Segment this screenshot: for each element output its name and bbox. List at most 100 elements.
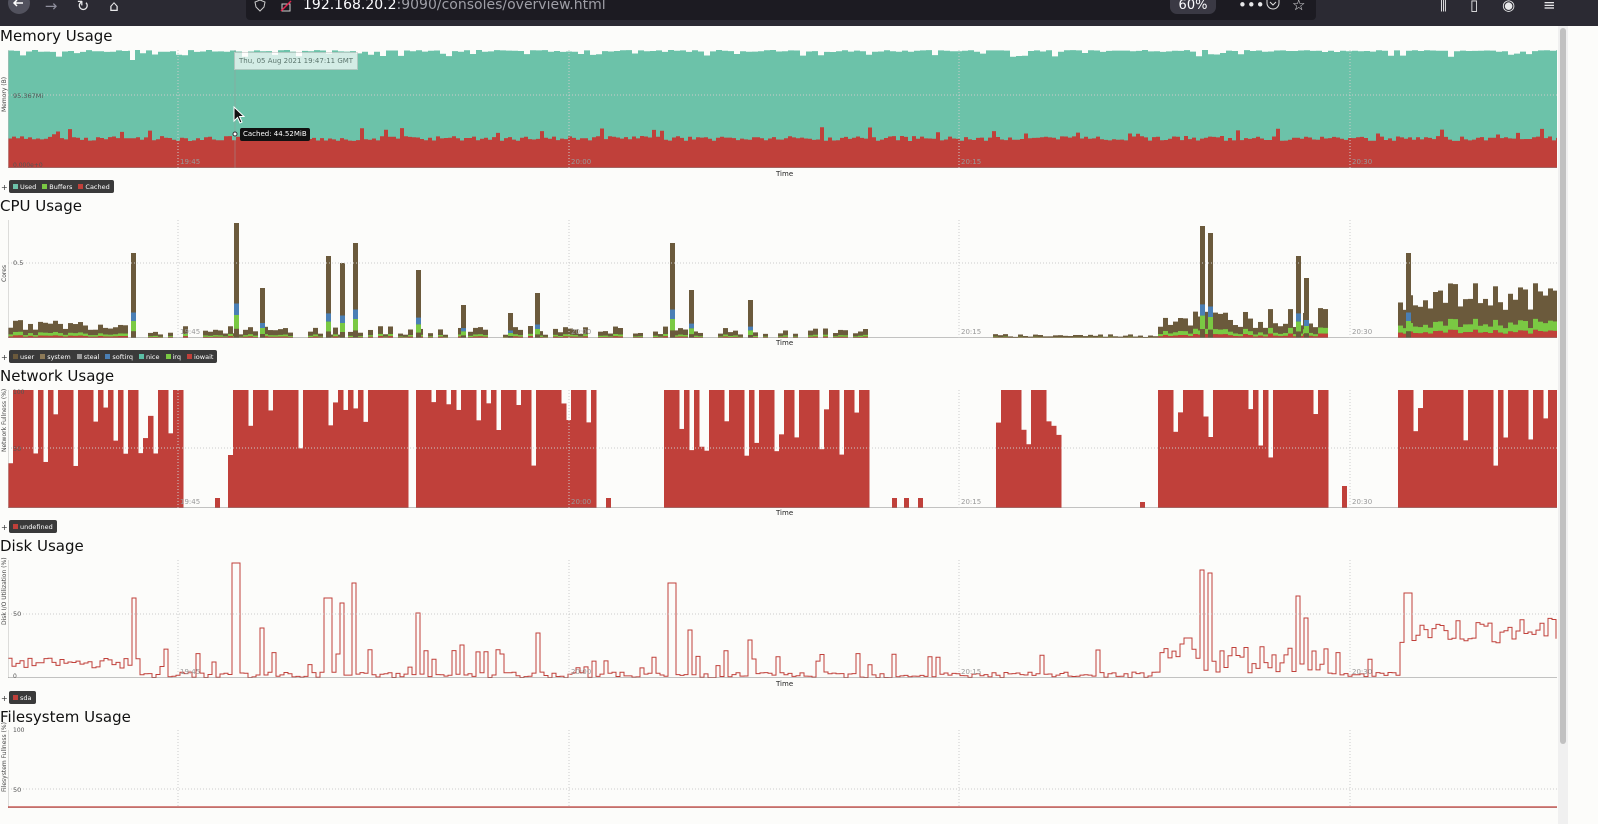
cpu-irq-bar xyxy=(1163,331,1168,335)
library-icon[interactable]: ⫼ xyxy=(1440,0,1447,12)
legend-item-iowait[interactable]: iowait xyxy=(187,353,213,361)
cpu-iowait-bar xyxy=(333,336,338,338)
network-bar xyxy=(1198,390,1204,508)
disk-chart[interactable]: 19:45 20:00 20:15 20:30 xyxy=(8,560,1557,678)
network-bar xyxy=(699,447,705,508)
filesystem-ytick-mid: 50 xyxy=(13,786,21,794)
account-icon[interactable]: ◉ xyxy=(1502,0,1515,12)
network-bar xyxy=(704,451,710,508)
memory-legend-toggle[interactable]: + xyxy=(1,183,8,192)
cpu-iowait-bar xyxy=(563,336,568,338)
memory-ytick-mid: 95.367Mi xyxy=(13,92,43,100)
network-bar xyxy=(313,390,319,508)
zoom-indicator[interactable]: 60% xyxy=(1170,0,1216,14)
network-bar xyxy=(258,390,264,508)
cpu-softirq-bar xyxy=(1304,320,1309,326)
network-bar xyxy=(333,402,339,508)
network-bar xyxy=(709,390,715,508)
cpu-irq-bar xyxy=(853,336,858,337)
cpu-iowait-bar xyxy=(1463,332,1468,338)
cpu-irq-bar xyxy=(398,336,403,337)
cpu-irq-bar xyxy=(318,336,323,337)
network-bar xyxy=(1313,414,1319,508)
network-bar xyxy=(243,390,249,508)
network-bar xyxy=(33,453,39,508)
network-bar xyxy=(1168,390,1174,508)
network-bar xyxy=(58,390,64,508)
filesystem-graph[interactable] xyxy=(8,730,1557,808)
legend-item-irq[interactable]: irq xyxy=(166,353,182,361)
cpu-irq-bar xyxy=(388,334,393,336)
legend-label: Used xyxy=(20,183,36,191)
legend-item-used[interactable]: Used xyxy=(13,183,36,191)
network-bar xyxy=(398,390,404,508)
network-bar xyxy=(764,390,770,508)
network-bar xyxy=(496,430,502,508)
shield-icon[interactable] xyxy=(254,0,266,14)
network-bar xyxy=(138,453,144,508)
filesystem-chart[interactable] xyxy=(8,730,1557,808)
cpu-irq-bar xyxy=(234,315,239,329)
cpu-irq-bar xyxy=(1213,329,1218,334)
hover-date-tooltip: Thu, 05 Aug 2021 19:47:11 GMT xyxy=(234,52,358,70)
legend-item-softirq[interactable]: softirq xyxy=(105,353,133,361)
network-bar xyxy=(1036,390,1042,508)
cpu-softirq-bar xyxy=(1200,304,1205,315)
cpu-irq-bar xyxy=(108,335,113,337)
network-bar xyxy=(73,466,79,508)
network-bar xyxy=(759,390,765,508)
x-tick-label: 20:00 xyxy=(571,328,591,336)
network-bar xyxy=(421,390,427,508)
cpu-legend-toggle[interactable]: + xyxy=(1,353,8,362)
legend-item-buffers[interactable]: Buffers xyxy=(42,183,72,191)
cpu-irq-bar xyxy=(340,323,345,332)
url-bar[interactable]: 192.168.20.2:9090/consoles/overview.html… xyxy=(246,0,1316,20)
cpu-irq-bar xyxy=(408,335,413,337)
cpu-irq-bar xyxy=(1263,334,1268,336)
disk-graph[interactable]: 19:45 20:00 20:15 20:30 xyxy=(8,560,1557,678)
network-bar xyxy=(253,390,259,508)
pocket-icon[interactable] xyxy=(1266,0,1280,12)
network-bar xyxy=(789,390,795,508)
legend-item-nice[interactable]: nice xyxy=(139,353,160,361)
legend-item-system[interactable]: system xyxy=(40,353,71,361)
network-bar xyxy=(1223,390,1229,508)
network-chart[interactable]: 19:45 20:00 20:15 20:30 xyxy=(8,390,1557,508)
legend-item-sda[interactable]: sda xyxy=(13,694,32,702)
legend-item-undefined[interactable]: undefined xyxy=(13,523,53,531)
scrollbar-thumb[interactable] xyxy=(1560,28,1566,744)
cpu-iowait-bar xyxy=(8,336,13,338)
cpu-irq-bar xyxy=(1463,324,1468,332)
disk-legend-toggle[interactable]: + xyxy=(1,694,8,703)
legend-item-cached[interactable]: Cached xyxy=(78,183,109,191)
insecure-lock-icon[interactable] xyxy=(280,0,292,14)
network-graph[interactable]: 19:45 20:00 20:15 20:30 xyxy=(8,390,1557,508)
star-icon[interactable]: ☆ xyxy=(1292,0,1305,12)
forward-icon[interactable]: → xyxy=(40,0,62,14)
home-icon[interactable]: ⌂ xyxy=(103,0,125,14)
url-path: :9090/consoles/overview.html xyxy=(397,0,606,13)
back-icon[interactable] xyxy=(8,0,30,14)
network-bar xyxy=(83,390,89,508)
network-bar xyxy=(441,390,447,508)
reload-icon[interactable]: ↻ xyxy=(72,0,94,14)
url-text[interactable]: 192.168.20.2:9090/consoles/overview.html xyxy=(303,0,606,13)
legend-item-steal[interactable]: steal xyxy=(77,353,100,361)
network-bar xyxy=(1538,390,1544,508)
menu-icon[interactable]: ≡ xyxy=(1543,0,1556,12)
network-bar xyxy=(293,390,299,508)
cpu-iowait-bar xyxy=(1493,330,1498,338)
network-bar xyxy=(1006,390,1012,508)
cpu-iowait-bar xyxy=(1313,336,1318,338)
more-icon[interactable]: ••• xyxy=(1238,0,1265,12)
network-bar xyxy=(273,390,279,508)
network-bar xyxy=(1458,390,1464,508)
cpu-chart[interactable]: 19:45 20:00 20:15 20:30 xyxy=(8,220,1557,338)
reader-icon[interactable]: ▯ xyxy=(1470,0,1478,12)
network-bar xyxy=(1318,390,1324,508)
network-legend-toggle[interactable]: + xyxy=(1,523,8,532)
legend-item-user[interactable]: user xyxy=(13,353,34,361)
cpu-graph[interactable]: 19:45 20:00 20:15 20:30 xyxy=(8,220,1557,338)
network-bar xyxy=(531,466,537,508)
cpu-ytick-mid: 0.5 xyxy=(13,259,23,267)
